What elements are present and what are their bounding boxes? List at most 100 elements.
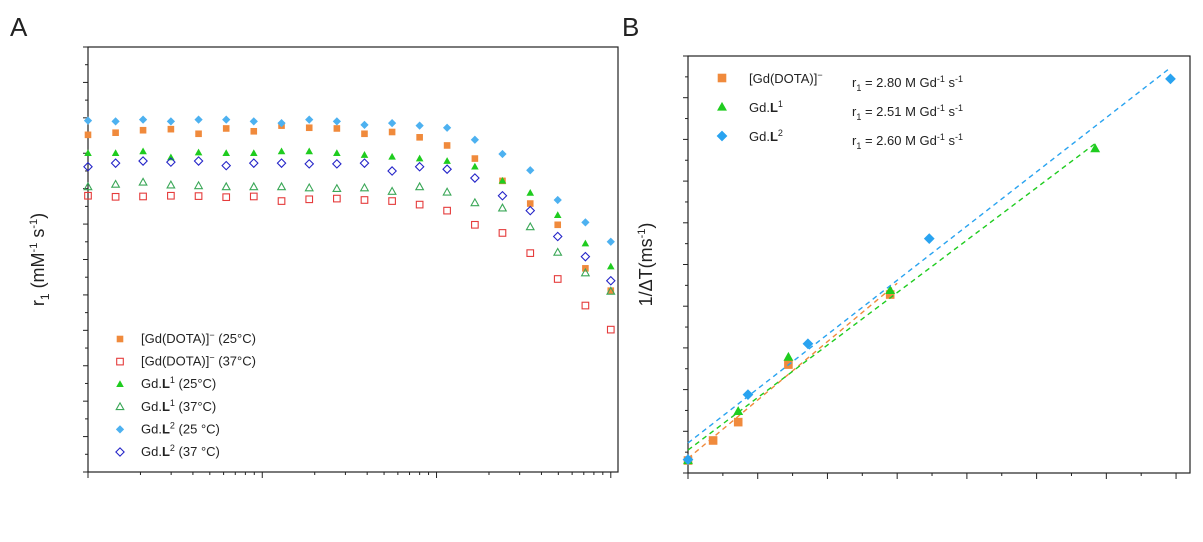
series-a-0 [84, 122, 615, 294]
data-point [166, 117, 176, 126]
panel-b-label: B [622, 12, 639, 42]
data-point [333, 194, 341, 203]
legend-marker [115, 447, 125, 457]
data-point [442, 164, 453, 175]
data-point [165, 157, 176, 168]
data-point [277, 147, 286, 155]
data-point [581, 239, 590, 247]
legend-label-prefix: [Gd(DOTA)] [141, 354, 209, 369]
data-point [250, 127, 258, 135]
data-point [110, 158, 121, 169]
data-point [387, 119, 397, 128]
data-point [111, 149, 120, 157]
data-point [195, 130, 202, 138]
legend-b: [Gd(DOTA)]− r1 = 2.80 M Gd-1 s-1Gd.L1 r1 =… [716, 70, 963, 151]
data-point [139, 147, 147, 155]
legend-label-prefix: Gd. [141, 421, 162, 436]
data-point [194, 115, 203, 124]
fit-line [687, 282, 898, 459]
legend-a: [Gd(DOTA)]− (25°C)[Gd(DOTA)]− (37°C)Gd.L… [115, 330, 256, 459]
data-point [733, 406, 744, 415]
data-point [606, 325, 615, 334]
annotation-part: = 2.80 M Gd [861, 75, 937, 90]
data-point [83, 181, 93, 191]
data-point [222, 149, 231, 157]
annotation-part: = 2.51 M Gd [861, 104, 937, 119]
legend-label-sup: − [209, 353, 214, 363]
data-point [442, 187, 452, 196]
data-point [552, 231, 563, 242]
series-a-4 [83, 115, 615, 246]
data-point [138, 156, 148, 166]
data-point [359, 182, 370, 192]
data-point [248, 158, 259, 169]
data-point [112, 129, 119, 137]
slope-annotation: r1 = 2.80 M Gd-1 s-1 [852, 74, 963, 93]
data-point [1090, 143, 1101, 153]
data-point [416, 134, 423, 141]
series-a-1 [84, 191, 615, 334]
data-point [277, 119, 286, 128]
data-point [111, 192, 120, 201]
y-title-part: -1 [28, 243, 40, 253]
data-point [360, 120, 369, 130]
legend-marker [116, 380, 124, 388]
y-title-part: (mM [28, 252, 48, 293]
data-point [526, 188, 535, 196]
data-point [783, 351, 794, 361]
legend-label: [Gd(DOTA)]− (25°C) [141, 330, 256, 346]
data-point [305, 147, 314, 155]
data-point [580, 267, 591, 277]
legend-label-bold: L [162, 444, 170, 459]
data-point [139, 192, 147, 201]
data-point [581, 218, 590, 227]
legend-label: Gd.L1 (25°C) [141, 375, 216, 391]
legend-marker [716, 130, 728, 142]
legend-marker [116, 335, 124, 343]
annotation-part: -1 [955, 74, 963, 84]
data-point [388, 152, 396, 160]
legend-label-suffix: (25°C) [215, 331, 256, 346]
data-point [581, 301, 590, 310]
data-point [553, 195, 562, 205]
legend-label-prefix: [Gd(DOTA)] [749, 71, 817, 86]
chart-a: r1 (mM-1 s-1)[Gd(DOTA)]− (25°C)[Gd(DOTA)… [28, 46, 619, 478]
legend-label-suffix: (37°C) [215, 354, 256, 369]
data-point [139, 126, 147, 134]
data-point [333, 125, 341, 132]
data-point [83, 116, 93, 125]
data-point [497, 190, 508, 201]
data-point [606, 286, 616, 295]
legend-label-bold: L [162, 376, 170, 391]
data-point [221, 160, 232, 171]
slope-annotation: r1 = 2.51 M Gd-1 s-1 [852, 103, 963, 122]
data-point [277, 197, 286, 205]
data-point [471, 162, 479, 170]
data-point [276, 181, 287, 191]
data-point [304, 158, 315, 169]
y-title-part: ) [636, 223, 656, 229]
legend-label-suffix: (37°C) [175, 399, 216, 414]
data-point [469, 173, 480, 183]
legend-label-prefix: [Gd(DOTA)] [141, 331, 209, 346]
data-point [110, 179, 121, 188]
data-point [443, 206, 451, 215]
data-point [470, 197, 480, 207]
data-point [194, 148, 203, 156]
legend-label-sup: 2 [170, 420, 175, 430]
legend-label-suffix: (37 °C) [175, 444, 220, 459]
slope-annotation: r1 = 2.60 M Gd-1 s-1 [852, 132, 963, 151]
series-b-2 [682, 67, 1176, 466]
data-point [498, 176, 507, 184]
legend-label-sup: − [209, 330, 214, 340]
data-point [498, 229, 507, 237]
data-point [83, 161, 93, 172]
annotation-part: s [945, 133, 956, 148]
data-point [414, 161, 425, 172]
data-point [552, 247, 563, 256]
data-point [305, 115, 314, 124]
data-point [415, 200, 424, 209]
data-point [332, 183, 342, 193]
y-axis-title: 1/ΔT(ms-1) [636, 223, 656, 307]
